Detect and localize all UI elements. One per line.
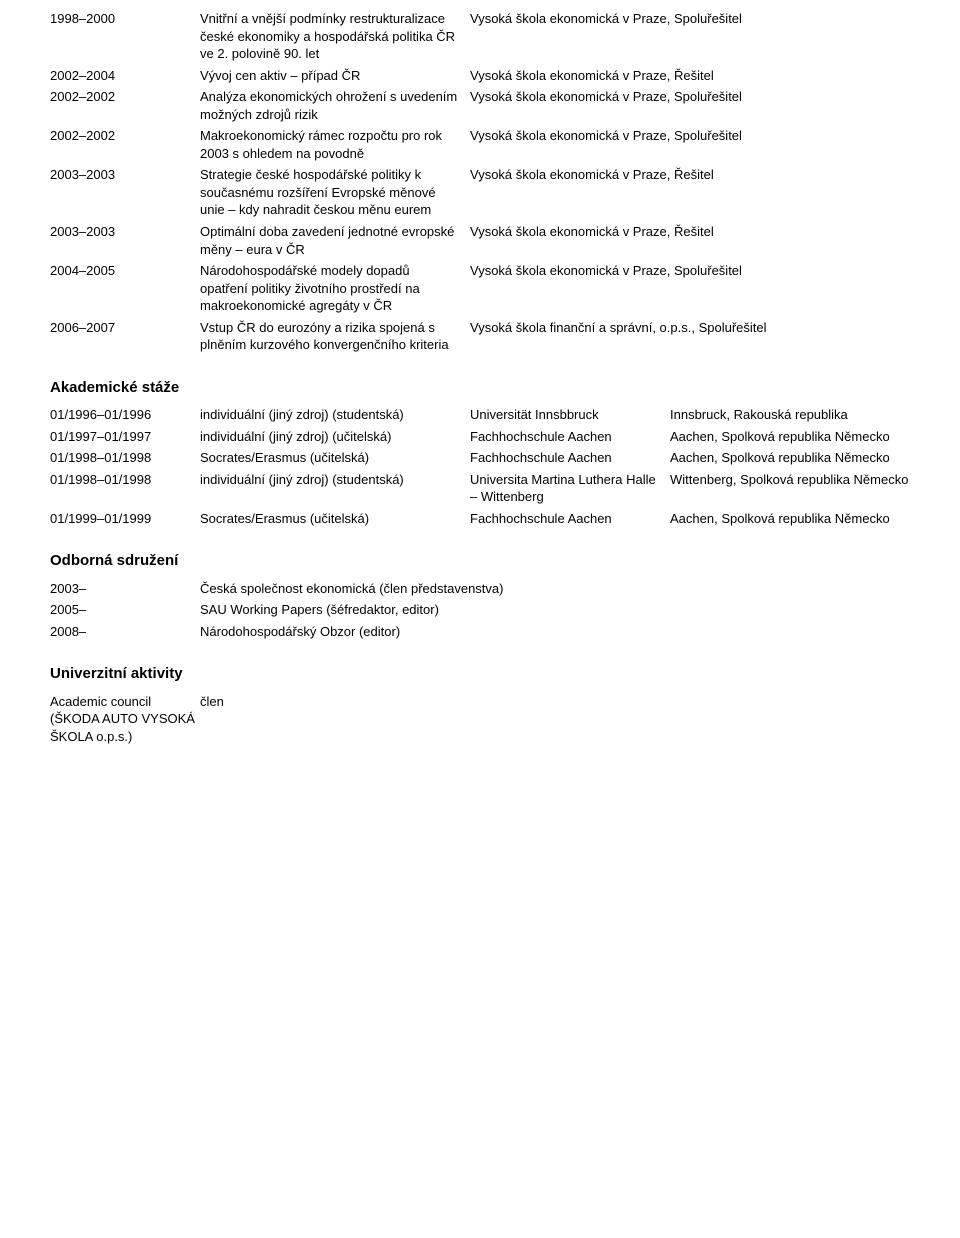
type-cell: individuální (jiný zdroj) (učitelská)	[200, 428, 470, 446]
table-row: 01/1997–01/1997individuální (jiný zdroj)…	[50, 428, 910, 446]
institution-cell: Vysoká škola ekonomická v Praze, Spoluře…	[470, 10, 910, 28]
research-table: 1998–2000Vnitřní a vnější podmínky restr…	[50, 10, 910, 354]
years-cell: 1998–2000	[50, 10, 200, 28]
location-cell: Aachen, Spolková republika Německo	[670, 449, 910, 467]
location-cell: Innsbruck, Rakouská republika	[670, 406, 910, 424]
years-cell: 01/1998–01/1998	[50, 449, 200, 467]
institution-cell: Vysoká škola ekonomická v Praze, Spoluře…	[470, 88, 910, 106]
type-cell: Socrates/Erasmus (učitelská)	[200, 510, 470, 528]
years-cell: 2002–2002	[50, 88, 200, 106]
table-row: 2005–SAU Working Papers (šéfredaktor, ed…	[50, 601, 910, 619]
description-cell: Makroekonomický rámec rozpočtu pro rok 2…	[200, 127, 470, 162]
years-cell: 01/1996–01/1996	[50, 406, 200, 424]
location-cell: Wittenberg, Spolková republika Německo	[670, 471, 910, 489]
body-cell: Academic council (ŠKODA AUTO VYSOKÁ ŠKOL…	[50, 693, 200, 746]
description-cell: Národohospodářské modely dopadů opatření…	[200, 262, 470, 315]
table-row: 2004–2005Národohospodářské modely dopadů…	[50, 262, 910, 315]
table-row: 01/1998–01/1998Socrates/Erasmus (učitels…	[50, 449, 910, 467]
location-cell: Aachen, Spolková republika Německo	[670, 428, 910, 446]
years-cell: 01/1998–01/1998	[50, 471, 200, 489]
text-cell: Národohospodářský Obzor (editor)	[200, 623, 910, 641]
heading-associations: Odborná sdružení	[50, 551, 910, 571]
years-cell: 2002–2004	[50, 67, 200, 85]
institution-cell: Vysoká škola ekonomická v Praze, Řešitel	[470, 166, 910, 184]
institution-cell: Vysoká škola ekonomická v Praze, Spoluře…	[470, 262, 910, 280]
years-cell: 01/1999–01/1999	[50, 510, 200, 528]
type-cell: individuální (jiný zdroj) (studentská)	[200, 471, 470, 489]
table-row: 2003–2003Strategie české hospodářské pol…	[50, 166, 910, 219]
university-cell: Fachhochschule Aachen	[470, 428, 670, 446]
years-cell: 01/1997–01/1997	[50, 428, 200, 446]
location-cell: Aachen, Spolková republika Německo	[670, 510, 910, 528]
associations-table: 2003–Česká společnost ekonomická (člen p…	[50, 580, 910, 641]
academic-stays-table: 01/1996–01/1996individuální (jiný zdroj)…	[50, 406, 910, 527]
table-row: 2003–Česká společnost ekonomická (člen p…	[50, 580, 910, 598]
text-cell: Česká společnost ekonomická (člen předst…	[200, 580, 910, 598]
years-cell: 2006–2007	[50, 319, 200, 337]
years-cell: 2002–2002	[50, 127, 200, 145]
table-row: 01/1999–01/1999Socrates/Erasmus (učitels…	[50, 510, 910, 528]
institution-cell: Vysoká škola ekonomická v Praze, Řešitel	[470, 67, 910, 85]
text-cell: SAU Working Papers (šéfredaktor, editor)	[200, 601, 910, 619]
type-cell: Socrates/Erasmus (učitelská)	[200, 449, 470, 467]
years-cell: 2003–2003	[50, 166, 200, 184]
description-cell: Optimální doba zavedení jednotné evropsk…	[200, 223, 470, 258]
years-cell: 2004–2005	[50, 262, 200, 280]
table-row: 2002–2002Makroekonomický rámec rozpočtu …	[50, 127, 910, 162]
table-row: 01/1998–01/1998individuální (jiný zdroj)…	[50, 471, 910, 506]
heading-university-activities: Univerzitní aktivity	[50, 664, 910, 684]
description-cell: Analýza ekonomických ohrožení s uvedením…	[200, 88, 470, 123]
table-row: 2003–2003Optimální doba zavedení jednotn…	[50, 223, 910, 258]
description-cell: Vývoj cen aktiv – případ ČR	[200, 67, 470, 85]
page: 1998–2000Vnitřní a vnější podmínky restr…	[0, 0, 960, 789]
university-cell: Universita Martina Luthera Halle – Witte…	[470, 471, 670, 506]
institution-cell: Vysoká škola finanční a správní, o.p.s.,…	[470, 319, 910, 337]
years-cell: 2005–	[50, 601, 200, 619]
table-row: Academic council (ŠKODA AUTO VYSOKÁ ŠKOL…	[50, 693, 910, 746]
description-cell: Vstup ČR do eurozóny a rizika spojená s …	[200, 319, 470, 354]
type-cell: individuální (jiný zdroj) (studentská)	[200, 406, 470, 424]
table-row: 2008–Národohospodářský Obzor (editor)	[50, 623, 910, 641]
university-cell: Universität Innsbbruck	[470, 406, 670, 424]
table-row: 2002–2004Vývoj cen aktiv – případ ČRVyso…	[50, 67, 910, 85]
heading-academic-stays: Akademické stáže	[50, 378, 910, 398]
description-cell: Vnitřní a vnější podmínky restrukturaliz…	[200, 10, 470, 63]
institution-cell: Vysoká škola ekonomická v Praze, Spoluře…	[470, 127, 910, 145]
institution-cell: Vysoká škola ekonomická v Praze, Řešitel	[470, 223, 910, 241]
years-cell: 2003–2003	[50, 223, 200, 241]
description-cell: Strategie české hospodářské politiky k s…	[200, 166, 470, 219]
table-row: 01/1996–01/1996individuální (jiný zdroj)…	[50, 406, 910, 424]
role-cell: člen	[200, 693, 910, 711]
table-row: 2006–2007Vstup ČR do eurozóny a rizika s…	[50, 319, 910, 354]
table-row: 2002–2002Analýza ekonomických ohrožení s…	[50, 88, 910, 123]
years-cell: 2003–	[50, 580, 200, 598]
years-cell: 2008–	[50, 623, 200, 641]
university-cell: Fachhochschule Aachen	[470, 510, 670, 528]
university-cell: Fachhochschule Aachen	[470, 449, 670, 467]
university-activities-table: Academic council (ŠKODA AUTO VYSOKÁ ŠKOL…	[50, 693, 910, 746]
table-row: 1998–2000Vnitřní a vnější podmínky restr…	[50, 10, 910, 63]
